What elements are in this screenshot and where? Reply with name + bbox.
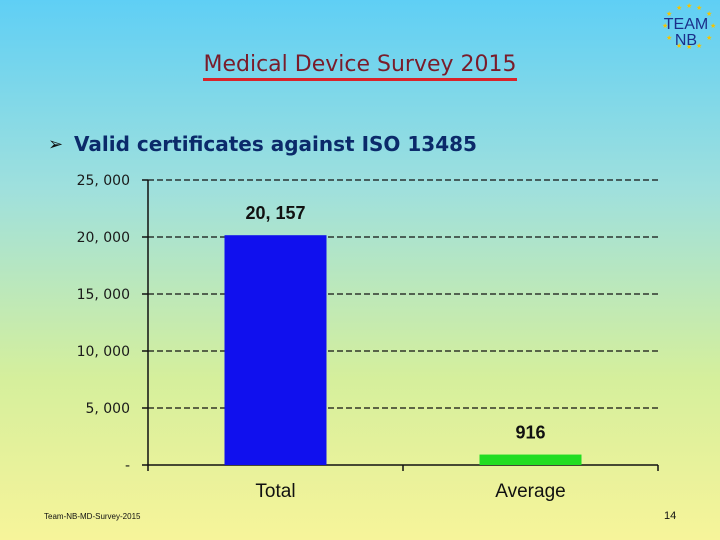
y-tick-label: 15, 000 — [77, 287, 130, 303]
svg-text:★: ★ — [686, 43, 692, 50]
svg-text:★: ★ — [710, 22, 716, 30]
svg-text:★: ★ — [662, 22, 668, 30]
y-tick-label: 5, 000 — [85, 401, 130, 417]
logo-line2: NB — [675, 32, 697, 49]
page-number: 14 — [664, 510, 677, 522]
bullet-text: Valid certificates against ISO 13485 — [74, 132, 477, 156]
svg-text:★: ★ — [706, 10, 712, 18]
slide-title: Medical Device Survey 2015 — [0, 52, 720, 81]
svg-text:★: ★ — [676, 42, 682, 50]
svg-text:★: ★ — [666, 34, 672, 42]
x-category-label: Total — [255, 481, 295, 502]
y-tick-label: - — [125, 458, 130, 474]
data-label: 916 — [515, 423, 545, 443]
x-category-label: Average — [495, 481, 565, 502]
svg-text:★: ★ — [696, 4, 702, 12]
slide-title-text: Medical Device Survey 2015 — [203, 52, 517, 81]
svg-text:★: ★ — [686, 2, 692, 10]
bullet-row: ➢ Valid certificates against ISO 13485 — [48, 132, 477, 156]
svg-text:★: ★ — [676, 4, 682, 12]
arrow-bullet-icon: ➢ — [48, 133, 64, 154]
svg-text:★: ★ — [706, 34, 712, 42]
y-tick-label: 20, 000 — [77, 230, 130, 246]
y-tick-label: 25, 000 — [77, 173, 130, 189]
bar-average — [479, 454, 582, 465]
y-tick-label: 10, 000 — [77, 344, 130, 360]
svg-text:★: ★ — [666, 10, 672, 18]
team-nb-logo: ★ ★ ★ ★ ★ ★ ★ ★ ★ ★ ★ ★ TEAM NB — [662, 2, 716, 50]
bar-total — [224, 235, 327, 465]
footer-text: Team-NB-MD-Survey-2015 — [44, 512, 141, 521]
data-label: 20, 157 — [245, 203, 305, 223]
logo-line1: TEAM — [664, 16, 708, 33]
svg-text:★: ★ — [696, 42, 702, 50]
